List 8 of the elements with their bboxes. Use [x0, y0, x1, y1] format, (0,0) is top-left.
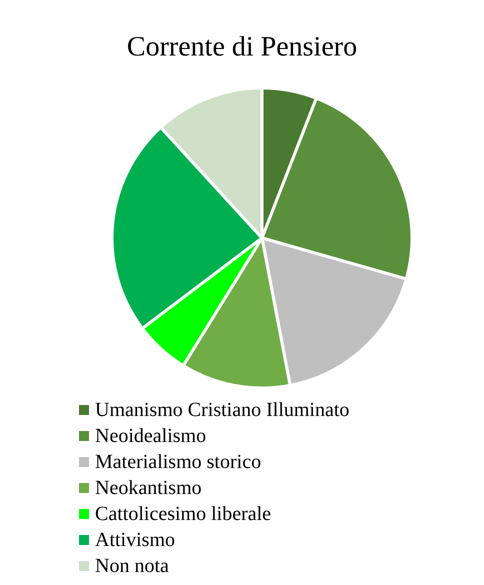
legend-label: Non nota: [95, 555, 169, 577]
legend-label: Cattolicesimo liberale: [95, 503, 272, 525]
legend-label: Materialismo storico: [95, 451, 262, 473]
legend-label: Attivismo: [95, 529, 176, 551]
chart-title: Corrente di Pensiero: [126, 32, 358, 62]
legend-label: Umanismo Cristiano Illuminato: [95, 399, 350, 421]
legend-label: Neoidealismo: [95, 425, 206, 447]
legend-label: Neokantismo: [95, 477, 202, 499]
